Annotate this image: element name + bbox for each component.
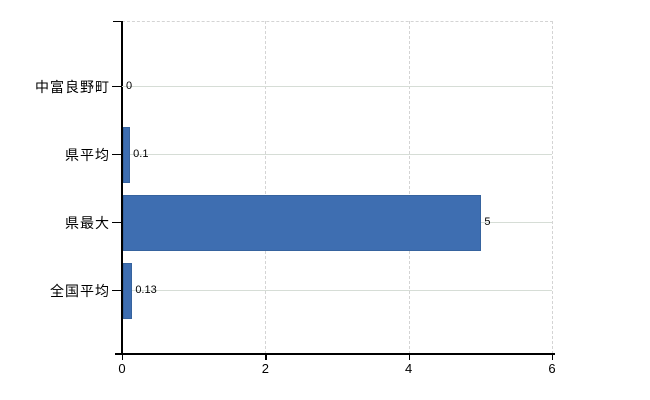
category-tick <box>112 86 121 88</box>
x-axis-tick <box>408 354 410 360</box>
value-label: 0.13 <box>135 284 157 296</box>
x-axis-tick <box>552 354 554 360</box>
category-tick <box>112 222 121 224</box>
category-tick <box>112 154 121 156</box>
row-line <box>129 154 552 155</box>
v-gridline <box>408 21 410 354</box>
bar <box>123 126 131 183</box>
category-tick <box>112 290 121 292</box>
row-line <box>122 86 552 87</box>
category-label: 全国平均 <box>50 282 110 299</box>
y-axis-top-tick <box>113 20 122 22</box>
bar <box>123 262 133 319</box>
value-label: 5 <box>484 216 491 228</box>
value-label: 0.1 <box>133 148 149 160</box>
category-label: 県平均 <box>65 146 110 163</box>
bar <box>123 194 482 251</box>
plot-border-top <box>122 21 553 22</box>
row-line <box>480 222 552 223</box>
y-axis-line <box>121 21 123 354</box>
category-label: 中富良野町 <box>35 78 110 95</box>
x-tick-label: 0 <box>118 361 126 376</box>
x-tick-label: 2 <box>261 361 269 376</box>
x-axis-tick <box>265 354 267 360</box>
x-axis-line <box>115 353 555 355</box>
category-label: 県最大 <box>65 214 110 231</box>
value-label: 0 <box>126 80 133 92</box>
x-tick-label: 4 <box>405 361 413 376</box>
row-line <box>131 290 552 291</box>
x-axis-tick <box>122 354 124 360</box>
plot-border-right <box>552 21 553 354</box>
x-tick-label: 6 <box>548 361 556 376</box>
v-gridline <box>265 21 267 354</box>
